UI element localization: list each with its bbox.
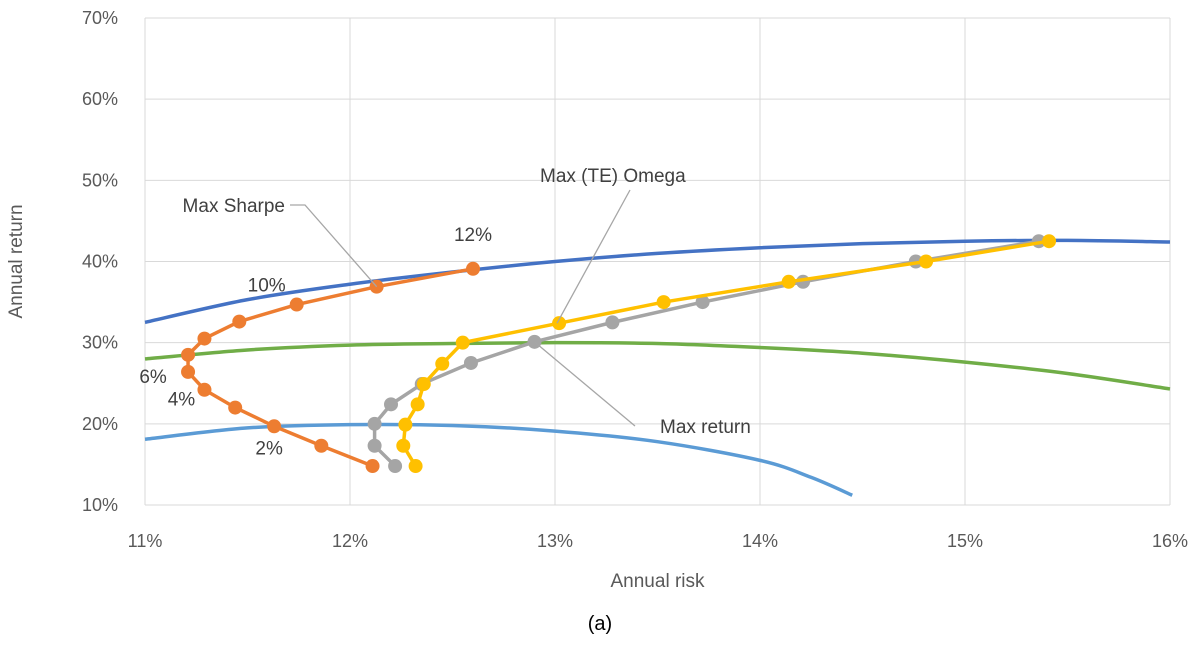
x-axis-title: Annual risk xyxy=(611,571,705,592)
series-point xyxy=(416,377,431,392)
y-tick-label: 40% xyxy=(82,252,118,272)
point-label: 12% xyxy=(454,225,492,246)
y-tick-label: 10% xyxy=(82,495,118,515)
series-point xyxy=(396,438,411,453)
x-tick-label: 16% xyxy=(1152,531,1188,551)
annotation-label: Max Sharpe xyxy=(183,196,285,217)
series-point xyxy=(656,295,671,310)
x-tick-label: 12% xyxy=(332,531,368,551)
frontier-curve xyxy=(144,238,1171,325)
series-point xyxy=(388,459,403,474)
series-point xyxy=(365,459,380,474)
annotations: Max Sharpe Max (TE) Omega Max return 12% 10%… xyxy=(139,166,750,459)
point-label: 10% xyxy=(248,276,286,297)
series-point xyxy=(695,295,710,310)
series-point xyxy=(232,314,247,329)
series-point xyxy=(552,316,567,331)
y-tick-label: 30% xyxy=(82,333,118,353)
series-point xyxy=(289,297,304,312)
series-point xyxy=(463,355,478,370)
annotation-label: Max (TE) Omega xyxy=(540,166,686,187)
series-point xyxy=(181,364,196,379)
series-point xyxy=(367,438,382,453)
gridlines xyxy=(144,17,1171,506)
series-line xyxy=(186,267,474,468)
series-point xyxy=(466,261,480,276)
x-tick-label: 15% xyxy=(947,531,983,551)
axis-ticks: 10% 20% 30% 40% 50% 60% 70% 11% 12% 13% 14% 15% 16% xyxy=(82,8,1188,551)
series-point xyxy=(435,356,450,371)
frontier-curve xyxy=(144,340,1171,391)
series-point xyxy=(197,331,212,346)
series-point xyxy=(267,419,282,434)
series-point xyxy=(781,274,796,289)
point-label: 6% xyxy=(139,367,167,388)
y-tick-label: 60% xyxy=(82,89,118,109)
y-axis-title: Annual return xyxy=(6,204,27,318)
y-tick-label: 20% xyxy=(82,414,118,434)
series-point xyxy=(455,335,470,350)
y-tick-label: 70% xyxy=(82,8,118,28)
annotation-label: Max return xyxy=(660,417,751,438)
x-tick-label: 14% xyxy=(742,531,778,551)
series-point xyxy=(410,397,425,412)
portfolio-series xyxy=(181,234,1057,474)
point-label: 2% xyxy=(255,438,283,459)
annotation-leader xyxy=(290,204,378,288)
x-tick-label: 13% xyxy=(537,531,573,551)
figure-caption: (a) xyxy=(588,613,612,635)
series-point xyxy=(398,417,413,432)
series-point xyxy=(919,254,934,269)
series-point xyxy=(197,382,212,397)
x-tick-label: 11% xyxy=(128,531,163,551)
series-point xyxy=(384,397,398,412)
annotation-leader xyxy=(556,189,631,324)
frontier-curves xyxy=(144,238,1171,497)
series-point xyxy=(408,459,423,474)
series-point xyxy=(605,315,620,330)
series-point xyxy=(367,416,382,431)
y-tick-label: 50% xyxy=(82,170,118,190)
annotation-leader xyxy=(534,341,636,427)
series-point xyxy=(228,400,243,415)
series-point xyxy=(314,438,329,453)
series-point xyxy=(181,347,196,362)
series-point xyxy=(1042,234,1057,249)
point-label: 4% xyxy=(168,390,196,411)
